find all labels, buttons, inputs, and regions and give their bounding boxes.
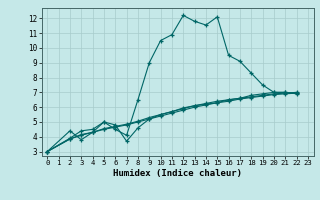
- X-axis label: Humidex (Indice chaleur): Humidex (Indice chaleur): [113, 169, 242, 178]
